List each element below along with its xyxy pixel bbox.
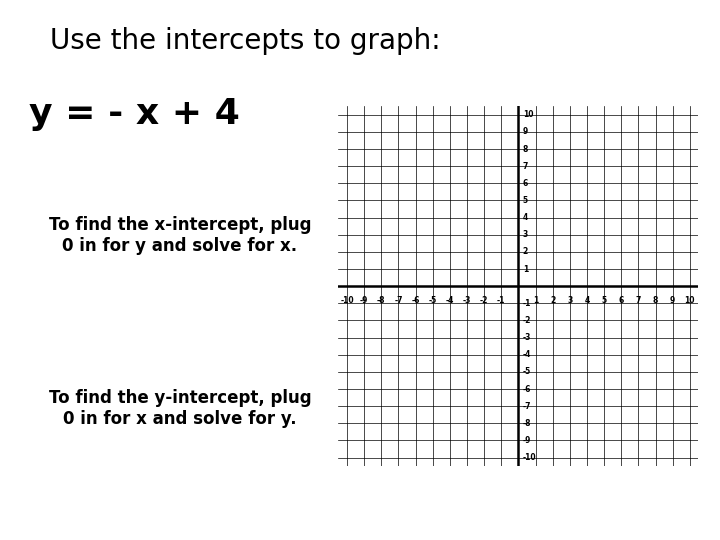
Text: -8: -8 (377, 295, 385, 305)
Text: 8: 8 (523, 145, 528, 153)
Text: -6: -6 (523, 384, 531, 394)
Text: 7: 7 (636, 295, 641, 305)
Text: -9: -9 (523, 436, 531, 445)
Text: -4: -4 (446, 295, 454, 305)
Text: -3: -3 (523, 333, 531, 342)
Text: 2: 2 (523, 247, 528, 256)
Text: To find the y-intercept, plug
0 in for x and solve for y.: To find the y-intercept, plug 0 in for x… (49, 389, 311, 428)
Text: -5: -5 (523, 367, 531, 376)
Text: 10: 10 (685, 295, 695, 305)
Text: -2: -2 (480, 295, 488, 305)
Text: 1: 1 (523, 265, 528, 274)
Text: 3: 3 (523, 230, 528, 239)
Text: 8: 8 (653, 295, 658, 305)
Text: 6: 6 (523, 179, 528, 188)
Text: -4: -4 (523, 350, 531, 359)
Text: 9: 9 (523, 127, 528, 137)
Text: -6: -6 (411, 295, 420, 305)
Text: 4: 4 (585, 295, 590, 305)
Text: 1: 1 (533, 295, 538, 305)
Text: Use the intercepts to graph:: Use the intercepts to graph: (50, 27, 441, 55)
Text: 9: 9 (670, 295, 675, 305)
Text: 4: 4 (523, 213, 528, 222)
Text: -1: -1 (497, 295, 505, 305)
Text: To find the x-intercept, plug
0 in for y and solve for x.: To find the x-intercept, plug 0 in for y… (49, 216, 311, 255)
Text: 5: 5 (523, 196, 528, 205)
Text: -10: -10 (523, 453, 536, 462)
Text: -7: -7 (523, 402, 531, 411)
Text: 10: 10 (523, 110, 534, 119)
Text: -7: -7 (394, 295, 402, 305)
Text: -10: -10 (340, 295, 354, 305)
Text: 3: 3 (567, 295, 572, 305)
Text: -1: -1 (523, 299, 531, 308)
Text: 6: 6 (618, 295, 624, 305)
Text: -8: -8 (523, 419, 531, 428)
Text: -3: -3 (463, 295, 471, 305)
Text: -5: -5 (428, 295, 437, 305)
Text: 7: 7 (523, 161, 528, 171)
Text: y = - x + 4: y = - x + 4 (29, 97, 240, 131)
Text: -9: -9 (360, 295, 369, 305)
Text: -2: -2 (523, 316, 531, 325)
Text: 2: 2 (550, 295, 555, 305)
Text: 5: 5 (601, 295, 607, 305)
